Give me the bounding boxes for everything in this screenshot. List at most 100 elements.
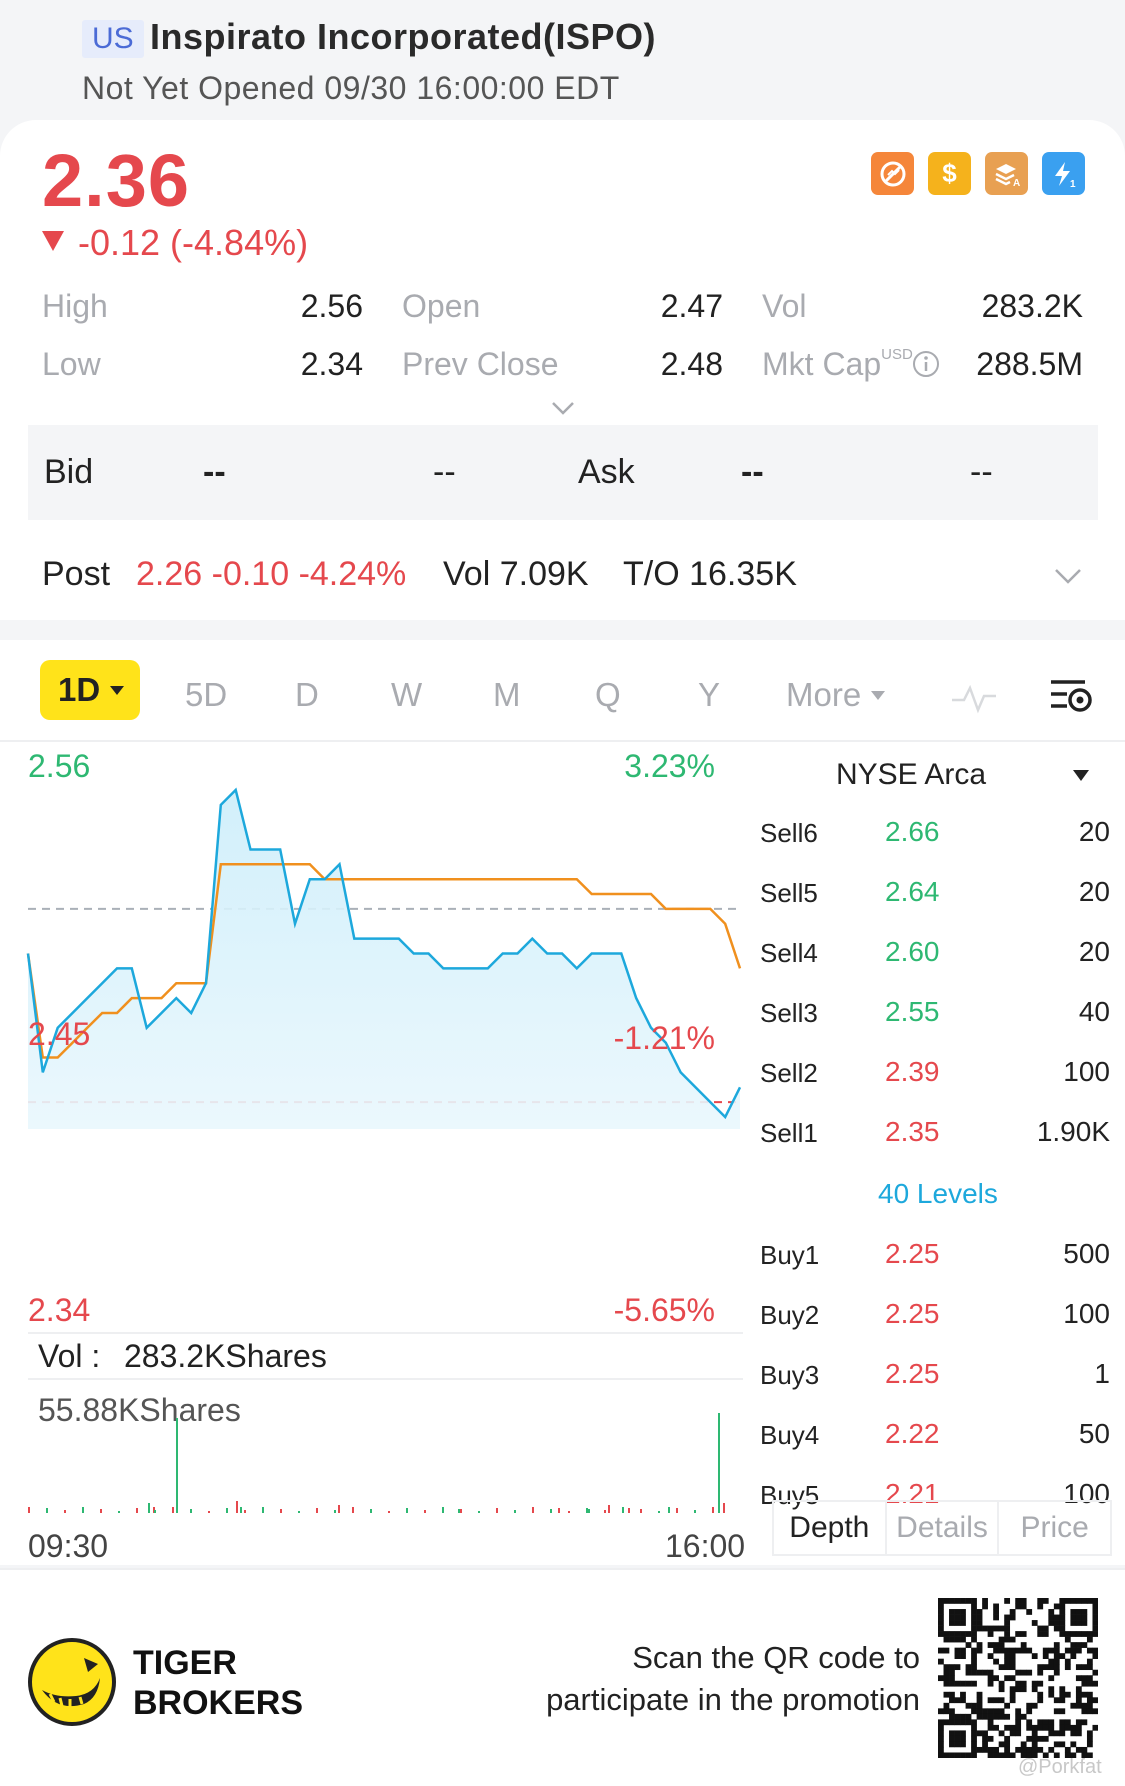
divider: [28, 1332, 743, 1334]
post-vol: Vol 7.09K: [443, 555, 589, 593]
book-price: 2.21: [885, 1478, 940, 1509]
sell-level-row[interactable]: Sell1 2.35 1.90K: [760, 1112, 1110, 1152]
volume-bar: [28, 1507, 30, 1513]
dropdown-caret-icon: [110, 686, 125, 695]
buy-level-row[interactable]: Buy4 2.22 50: [760, 1414, 1110, 1454]
book-price: 2.25: [885, 1358, 940, 1389]
book-qty: 20: [1078, 876, 1110, 907]
tab-depth[interactable]: Depth: [774, 1502, 887, 1554]
volume-bar: [588, 1509, 590, 1513]
chevron-down-icon[interactable]: [1054, 567, 1082, 585]
volume-bar: [586, 1508, 588, 1513]
y-bot-price-label: 2.34: [28, 1292, 91, 1328]
post-price-change: 2.26 -0.10 -4.24%: [136, 555, 407, 593]
dollar-icon[interactable]: $: [928, 152, 971, 195]
lightning-icon[interactable]: 1: [1042, 152, 1085, 195]
watermark: @Porkfat: [1018, 1756, 1102, 1778]
ask-price: --: [741, 453, 764, 491]
y-mid-price-label: 2.45: [28, 1016, 91, 1052]
tab-details[interactable]: Details: [887, 1502, 1000, 1554]
dropdown-caret-icon[interactable]: [1073, 770, 1089, 781]
svg-text:A: A: [1013, 178, 1020, 189]
period-tab-q[interactable]: Q: [595, 676, 621, 713]
volume-bar: [622, 1507, 624, 1513]
book-level-label: Sell2: [760, 1058, 818, 1088]
no-short-icon[interactable]: [871, 152, 914, 195]
buy-level-row[interactable]: Buy3 2.25 1: [760, 1354, 1110, 1394]
buy-level-row[interactable]: Buy1 2.25 500: [760, 1234, 1110, 1274]
volume-bar: [244, 1510, 246, 1513]
book-level-label: Sell3: [760, 998, 818, 1028]
sell-level-row[interactable]: Sell5 2.64 20: [760, 872, 1110, 912]
volume-bar: [712, 1507, 714, 1513]
sell-level-row[interactable]: Sell3 2.55 40: [760, 992, 1110, 1032]
exchange-selector[interactable]: NYSE Arca: [836, 758, 987, 791]
volume-bar: [338, 1505, 340, 1513]
volume-bar: [334, 1510, 336, 1513]
book-level-label: Buy5: [760, 1480, 820, 1510]
mkt-cap-value: 288.5M: [976, 346, 1083, 382]
market-status: Not Yet Opened 09/30 16:00:00 EDT: [82, 70, 620, 106]
depth-tabs: Depth Details Price: [772, 1500, 1112, 1556]
chevron-down-icon[interactable]: [550, 395, 576, 421]
volume-bar: [406, 1508, 408, 1513]
y-top-pct-label: 3.23%: [624, 748, 715, 784]
sell-level-row[interactable]: Sell2 2.39 100: [760, 1052, 1110, 1092]
volume-bar: [550, 1509, 552, 1513]
page-title: Inspirato Incorporated(ISPO): [150, 16, 657, 57]
period-tab-5d[interactable]: 5D: [185, 676, 228, 713]
volume-bar: [442, 1507, 444, 1513]
book-price: 2.25: [885, 1238, 940, 1269]
chart-settings-icon[interactable]: [1047, 674, 1095, 718]
period-tab-d[interactable]: D: [295, 676, 319, 713]
period-tab-more[interactable]: More: [786, 676, 886, 714]
sell-level-row[interactable]: Sell4 2.60 20: [760, 932, 1110, 972]
volume-bar: [658, 1511, 660, 1513]
book-price: 2.66: [885, 816, 940, 847]
post-market-row[interactable]: Post 2.26 -0.10 -4.24% Vol 7.09K T/O 16.…: [0, 525, 1125, 620]
layers-a-icon[interactable]: A: [985, 152, 1028, 195]
volume-bar: [478, 1511, 480, 1513]
buy-level-row[interactable]: Buy5 2.21 100: [760, 1474, 1110, 1514]
sell-level-row[interactable]: Sell6 2.66 20: [760, 812, 1110, 852]
post-label: Post: [42, 555, 111, 593]
volume-bar: [514, 1510, 516, 1513]
intraday-chart[interactable]: [0, 742, 750, 1302]
volume-bar: [176, 1418, 178, 1513]
indicator-icon[interactable]: [950, 680, 998, 714]
qr-code[interactable]: [938, 1598, 1098, 1758]
bid-label: Bid: [44, 453, 94, 491]
promo-footer: TIGER BROKERS Scan the QR code to partic…: [0, 1568, 1125, 1786]
book-qty: 1: [1094, 1358, 1110, 1389]
period-tab-m[interactable]: M: [493, 676, 521, 713]
y-bot-pct-label: -5.65%: [613, 1292, 715, 1328]
book-qty: 100: [1063, 1298, 1110, 1329]
divider: [28, 1378, 743, 1380]
book-price: 2.25: [885, 1298, 940, 1329]
prev-close-label: Prev Close: [402, 346, 559, 382]
open-value: 2.47: [660, 288, 723, 324]
volume-bar: [458, 1509, 460, 1513]
period-tab-w[interactable]: W: [391, 676, 423, 713]
volume-bar: [568, 1511, 570, 1513]
volume-bar: [240, 1507, 242, 1513]
volume-bar: [558, 1508, 560, 1513]
volume-bar: [668, 1507, 670, 1513]
volume-bar: [604, 1510, 606, 1513]
book-qty: 40: [1078, 996, 1110, 1027]
page-header: US Inspirato Incorporated(ISPO) Not Yet …: [0, 0, 1125, 125]
tab-price[interactable]: Price: [1020, 1511, 1089, 1544]
buy-level-row[interactable]: Buy2 2.25 100: [760, 1294, 1110, 1334]
last-price: 2.36: [42, 139, 191, 222]
book-price: 2.55: [885, 996, 940, 1027]
levels-link[interactable]: 40 Levels: [878, 1178, 998, 1209]
volume-bar: [208, 1511, 210, 1513]
post-turnover: T/O 16.35K: [623, 555, 797, 593]
volume-bar: [676, 1508, 678, 1513]
volume-bar: [532, 1507, 534, 1513]
book-price: 2.64: [885, 876, 940, 907]
book-level-label: Sell4: [760, 938, 818, 968]
period-tab-active[interactable]: 1D: [40, 660, 140, 720]
period-tab-y[interactable]: Y: [698, 676, 721, 713]
info-icon[interactable]: [912, 350, 940, 378]
